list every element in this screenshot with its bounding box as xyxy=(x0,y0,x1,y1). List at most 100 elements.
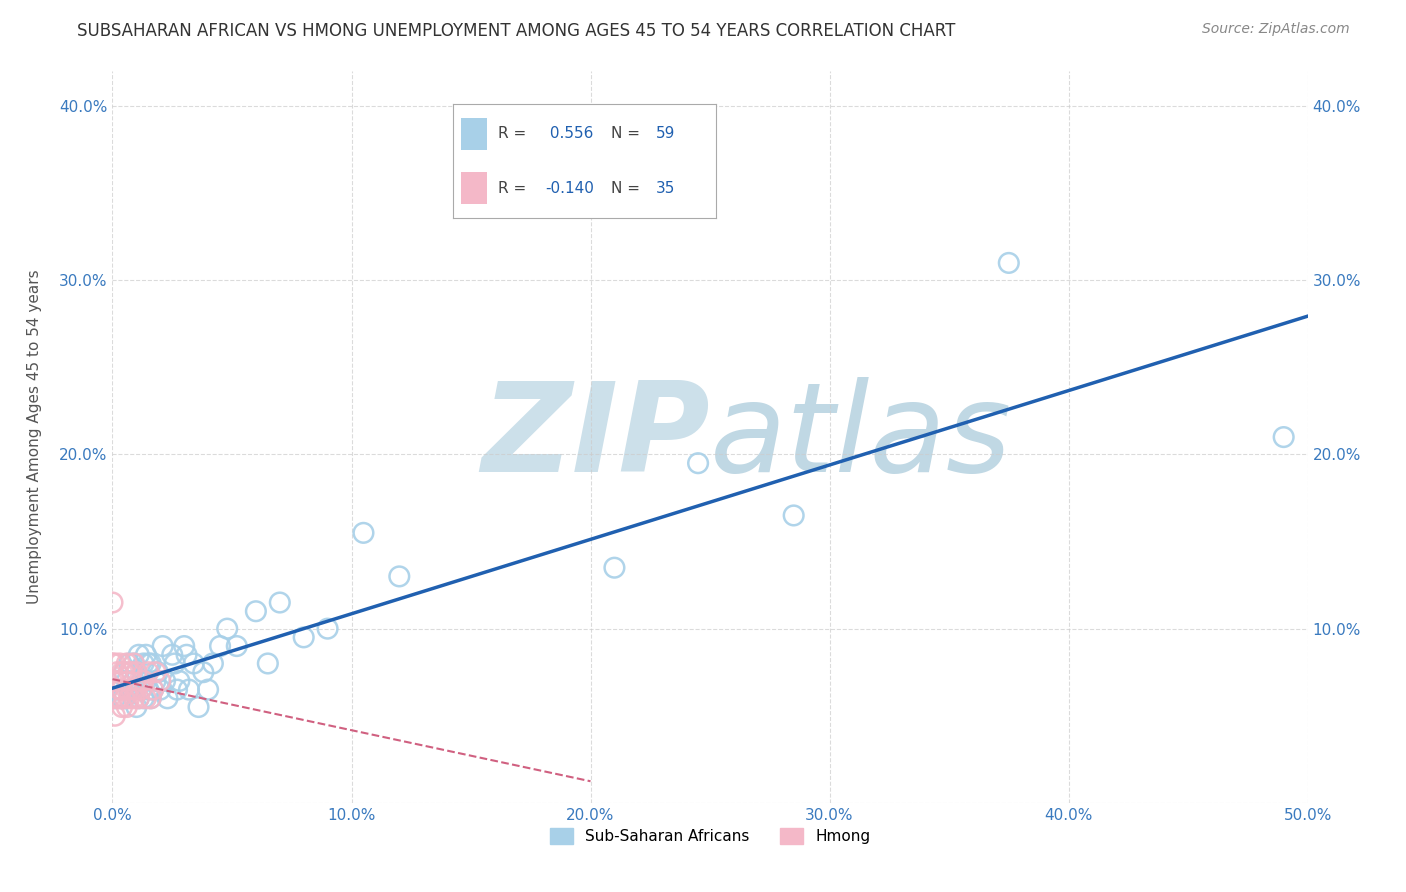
Y-axis label: Unemployment Among Ages 45 to 54 years: Unemployment Among Ages 45 to 54 years xyxy=(28,269,42,605)
Point xyxy=(135,648,157,662)
Point xyxy=(138,657,160,671)
Point xyxy=(122,657,145,671)
Point xyxy=(176,648,198,662)
Point xyxy=(104,708,127,723)
Point xyxy=(603,560,626,574)
Point xyxy=(201,657,224,671)
Point xyxy=(125,665,148,680)
Point xyxy=(128,691,150,706)
Point xyxy=(108,657,131,671)
Point xyxy=(128,691,150,706)
Point xyxy=(998,256,1021,270)
Point xyxy=(105,691,128,706)
Point xyxy=(114,665,135,680)
Point xyxy=(121,682,143,697)
Point xyxy=(118,691,141,706)
Point xyxy=(183,657,205,671)
Point xyxy=(149,673,172,688)
Point xyxy=(132,673,155,688)
Point xyxy=(101,657,124,671)
Point xyxy=(115,700,138,714)
Point xyxy=(142,682,165,697)
Point xyxy=(209,639,232,653)
Point xyxy=(104,673,127,688)
Point xyxy=(129,682,152,697)
Point xyxy=(108,682,131,697)
Point xyxy=(114,665,135,680)
Point xyxy=(115,657,138,671)
Point xyxy=(146,665,169,680)
Point xyxy=(118,665,141,680)
Point xyxy=(162,648,183,662)
Point xyxy=(166,682,188,697)
Point xyxy=(217,622,239,636)
Point xyxy=(101,595,124,609)
Point xyxy=(125,700,148,714)
Point xyxy=(225,639,247,653)
Point xyxy=(111,665,134,680)
Point xyxy=(101,691,124,706)
Point xyxy=(1272,430,1295,444)
Point xyxy=(782,508,804,523)
Point xyxy=(129,682,152,697)
Point xyxy=(177,682,200,697)
Point xyxy=(132,657,155,671)
Point xyxy=(108,673,131,688)
Point xyxy=(132,691,155,706)
Point xyxy=(135,691,157,706)
Point xyxy=(125,665,148,680)
Point xyxy=(316,622,339,636)
Point xyxy=(187,700,209,714)
Point xyxy=(135,673,157,688)
Point xyxy=(153,673,176,688)
Point xyxy=(139,691,162,706)
Point xyxy=(193,665,215,680)
Point xyxy=(292,631,315,645)
Point xyxy=(111,700,134,714)
Point xyxy=(104,691,127,706)
Point xyxy=(352,525,374,540)
Point xyxy=(115,682,138,697)
Point xyxy=(138,665,160,680)
Point xyxy=(139,657,162,671)
Point xyxy=(114,691,135,706)
Point xyxy=(688,456,710,470)
Point xyxy=(197,682,219,697)
Point xyxy=(173,639,195,653)
Point xyxy=(156,691,179,706)
Point xyxy=(125,682,148,697)
Text: ZIP: ZIP xyxy=(481,376,710,498)
Point xyxy=(257,657,280,671)
Point xyxy=(122,657,145,671)
Point xyxy=(108,691,131,706)
Point xyxy=(122,691,145,706)
Point xyxy=(388,569,411,583)
Point xyxy=(128,648,150,662)
Point xyxy=(118,657,141,671)
Point xyxy=(152,639,174,653)
Point xyxy=(145,665,167,680)
Point xyxy=(104,657,127,671)
Point xyxy=(245,604,267,618)
Point xyxy=(269,595,291,609)
Point xyxy=(169,673,191,688)
Point xyxy=(105,682,128,697)
Point xyxy=(122,673,145,688)
Point xyxy=(111,682,134,697)
Point xyxy=(139,691,162,706)
Text: Source: ZipAtlas.com: Source: ZipAtlas.com xyxy=(1202,22,1350,37)
Point xyxy=(121,682,143,697)
Point xyxy=(138,682,160,697)
Point xyxy=(145,673,167,688)
Legend: Sub-Saharan Africans, Hmong: Sub-Saharan Africans, Hmong xyxy=(544,822,876,850)
Point xyxy=(111,691,134,706)
Text: SUBSAHARAN AFRICAN VS HMONG UNEMPLOYMENT AMONG AGES 45 TO 54 YEARS CORRELATION C: SUBSAHARAN AFRICAN VS HMONG UNEMPLOYMENT… xyxy=(77,22,956,40)
Point xyxy=(118,682,141,697)
Point xyxy=(142,682,165,697)
Point xyxy=(149,682,172,697)
Text: atlas: atlas xyxy=(710,376,1012,498)
Point xyxy=(163,657,186,671)
Point xyxy=(115,673,138,688)
Point xyxy=(105,665,128,680)
Point xyxy=(121,665,143,680)
